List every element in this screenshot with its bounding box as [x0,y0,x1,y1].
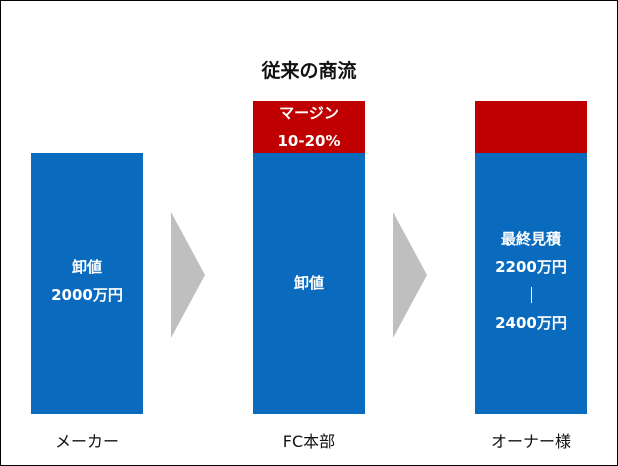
maker-bar-text: 卸値 2000万円 [31,253,143,309]
owner-bar-text: 最終見積 2200万円 2400万円 [475,225,587,337]
hq-margin-segment: マージン 10-20% [253,101,365,153]
owner-margin-segment [475,101,587,153]
owner-estimate-max: 2400万円 [495,314,567,332]
maker-bar: 卸値 2000万円 [31,153,143,414]
arrow-right-icon [171,212,205,338]
hq-bar-text: 卸値 [253,269,365,297]
owner-estimate-label: 最終見積 [500,230,561,248]
hq-label: FC本部 [282,432,336,451]
maker-label: メーカー [54,432,119,451]
range-divider [530,287,532,303]
owner-bar: 最終見積 2200万円 2400万円 [475,153,587,414]
hq-bar: 卸値 [253,153,365,414]
hq-price-label: 卸値 [293,274,324,292]
arrow-right-icon [393,212,427,338]
hq-margin-text: マージン 10-20% [253,99,365,155]
owner-estimate-min: 2200万円 [495,258,567,276]
maker-price-value: 2000万円 [51,286,123,304]
maker-price-label: 卸値 [71,258,102,276]
hq-margin-label: マージン [279,104,339,122]
diagram-title: 従来の商流 [261,60,357,82]
owner-label: オーナー様 [490,432,571,451]
hq-margin-value: 10-20% [277,132,341,150]
